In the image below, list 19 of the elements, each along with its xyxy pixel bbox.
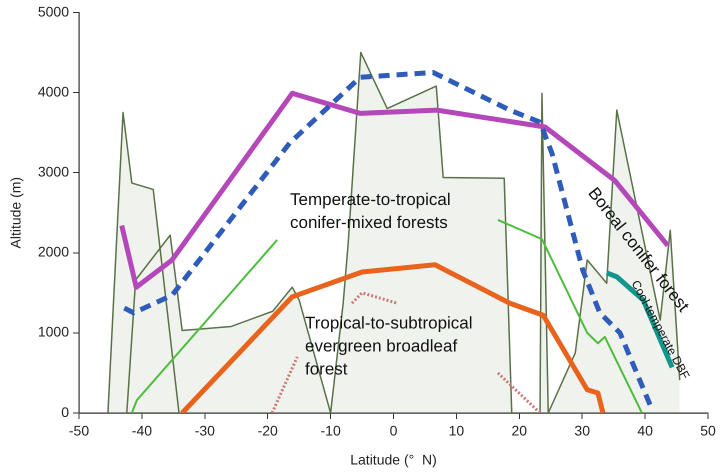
x-tick-label: -50: [68, 422, 90, 438]
x-tick-label: 0: [390, 422, 398, 438]
x-tick-label: 10: [448, 422, 464, 438]
x-tick-label: 30: [574, 422, 590, 438]
y-axis-title: Altitude (m): [7, 176, 24, 248]
y-tick-label: 3000: [38, 164, 70, 180]
x-tick-label: -30: [194, 422, 216, 438]
x-tick-label: -10: [320, 422, 341, 438]
x-tick-label: -40: [132, 422, 152, 438]
y-tick-label: 4000: [38, 83, 70, 100]
x-tick-label: 40: [637, 422, 654, 438]
y-tick-label: 5000: [38, 3, 70, 20]
x-tick-label: 20: [512, 422, 528, 438]
y-tick-label: 0: [61, 404, 70, 420]
x-tick-label: 50: [700, 422, 716, 438]
x-tick-label: -20: [258, 422, 278, 438]
y-tick-label: 1000: [38, 324, 70, 340]
y-tick-label: 2000: [38, 244, 70, 260]
x-axis-title: Latitude (° N): [350, 451, 437, 468]
